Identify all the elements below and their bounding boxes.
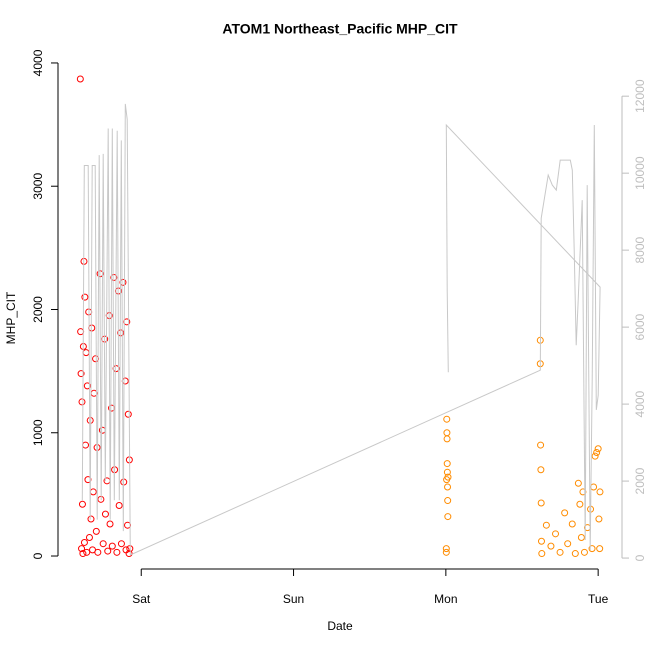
- point: [591, 452, 599, 460]
- y2-tick-label: 4000: [633, 390, 647, 417]
- point: [115, 501, 123, 509]
- point: [124, 410, 132, 418]
- point: [89, 488, 97, 496]
- point: [442, 548, 450, 556]
- point: [444, 473, 452, 481]
- x-tick-label: Tue: [588, 592, 609, 606]
- point: [77, 370, 85, 378]
- point: [99, 540, 107, 548]
- point: [121, 377, 129, 385]
- point: [85, 534, 93, 542]
- line: [81, 103, 601, 556]
- point: [86, 416, 94, 424]
- point: [556, 548, 564, 556]
- point: [108, 542, 116, 550]
- point: [82, 441, 90, 449]
- point: [444, 497, 452, 505]
- point: [537, 537, 545, 545]
- point: [588, 545, 596, 553]
- point: [596, 488, 604, 496]
- point: [110, 273, 118, 281]
- point: [106, 520, 114, 528]
- point: [444, 513, 452, 521]
- point: [78, 398, 86, 406]
- y-axis-label: MHP_CIT: [4, 291, 18, 344]
- point: [580, 548, 588, 556]
- point: [117, 540, 125, 548]
- point: [576, 500, 584, 508]
- point: [547, 542, 555, 550]
- point: [577, 534, 585, 542]
- y-tick-label: 1000: [31, 419, 45, 446]
- x-tick-label: Mon: [434, 592, 457, 606]
- point: [81, 293, 89, 301]
- point: [87, 515, 95, 523]
- y2-tick-label: 2000: [633, 467, 647, 494]
- y2-tick-label: 6000: [633, 313, 647, 340]
- y-tick-label: 2000: [31, 296, 45, 323]
- point: [104, 547, 112, 555]
- x-axis-label: Date: [327, 619, 353, 633]
- point: [538, 550, 546, 558]
- point: [568, 520, 576, 528]
- point: [537, 499, 545, 507]
- y2-tick-label: 10000: [633, 156, 647, 190]
- point: [92, 527, 100, 535]
- point: [80, 538, 88, 546]
- point: [125, 550, 133, 558]
- point: [82, 349, 90, 357]
- point: [83, 382, 91, 390]
- x-tick-label: Sun: [283, 592, 304, 606]
- point: [78, 545, 86, 553]
- y-tick-label: 3000: [31, 173, 45, 200]
- point: [78, 500, 86, 508]
- point: [542, 521, 550, 529]
- point: [119, 278, 127, 286]
- point: [443, 435, 451, 443]
- point: [537, 466, 545, 474]
- point: [537, 441, 545, 449]
- y2-tick-label: 8000: [633, 236, 647, 263]
- y2-tick-label: 0: [633, 554, 647, 561]
- point: [595, 515, 603, 523]
- point: [574, 479, 582, 487]
- point: [443, 468, 451, 476]
- point: [76, 75, 84, 83]
- point: [94, 548, 102, 556]
- point: [594, 445, 602, 453]
- point: [443, 415, 451, 423]
- point: [552, 530, 560, 538]
- point: [444, 483, 452, 491]
- point: [443, 429, 451, 437]
- x-tick-label: Sat: [132, 592, 151, 606]
- point: [561, 509, 569, 517]
- point: [442, 545, 450, 553]
- point: [123, 318, 131, 326]
- point: [564, 540, 572, 548]
- chart-title: ATOM1 Northeast_Pacific MHP_CIT: [222, 21, 458, 37]
- point: [443, 460, 451, 468]
- point: [79, 550, 87, 558]
- point: [593, 448, 601, 456]
- point: [113, 548, 121, 556]
- point: [596, 545, 604, 553]
- y-tick-label: 0: [31, 552, 45, 559]
- point: [590, 483, 598, 491]
- point: [101, 510, 109, 518]
- point: [84, 476, 92, 484]
- y2-tick-label: 12000: [633, 79, 647, 113]
- point: [571, 550, 579, 558]
- y-tick-label: 4000: [31, 49, 45, 76]
- point: [77, 328, 85, 336]
- point: [83, 548, 91, 556]
